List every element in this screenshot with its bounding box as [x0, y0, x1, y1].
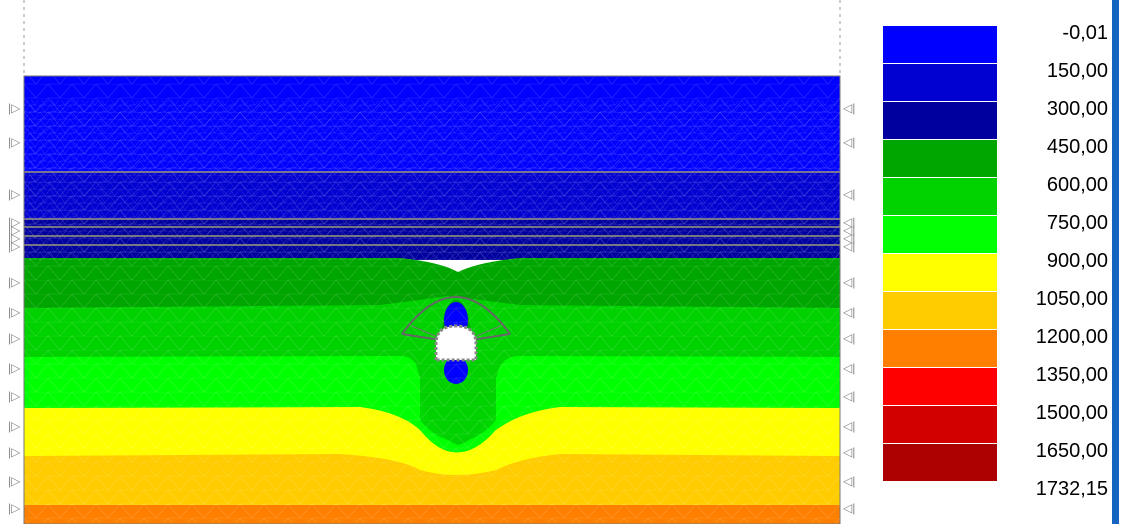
legend-label: 150,00	[1046, 60, 1108, 82]
pin-support-icon: |▷	[8, 275, 21, 289]
legend-swatch	[883, 405, 997, 443]
legend-swatch	[883, 253, 997, 291]
pin-support-icon: |▷	[8, 135, 21, 149]
contour-legend: -0,01 150,00 300,00 450,00 600,00 750,00 900,0…	[880, 22, 1112, 500]
model-viewport[interactable]: |▷ |▷ |▷ |▷ |▷ |▷ |▷ |▷ |▷ |▷ |▷ |▷ |▷ |▷ |▷ |▷ ◁| ◁| ◁| ◁…	[0, 0, 870, 525]
pin-support-icon: |▷	[8, 389, 21, 403]
legend-swatch	[883, 101, 997, 139]
legend-swatch	[883, 25, 997, 63]
pin-support-icon: ◁|	[843, 275, 855, 289]
pin-support-icon: ◁|	[843, 445, 855, 459]
legend-label: 1650,00	[1035, 440, 1108, 462]
pin-support-icon: ◁|	[843, 187, 855, 201]
pin-support-icon: ◁|	[843, 215, 855, 229]
pin-support-icon: ◁|	[843, 361, 855, 375]
pin-support-icon: |▷	[8, 445, 21, 459]
legend-swatch	[883, 329, 997, 367]
pin-support-icon: ◁|	[843, 331, 855, 345]
legend-swatch	[883, 63, 997, 101]
pin-support-icon: |▷	[8, 223, 21, 237]
window-edge-scrollbar[interactable]	[1112, 0, 1119, 524]
pin-support-icon: |▷	[8, 331, 21, 345]
pin-support-icon: ◁|	[843, 501, 855, 515]
pin-support-icon: |▷	[8, 239, 21, 253]
legend-label: 750,00	[1046, 212, 1108, 234]
tunnel-support-arc	[401, 296, 511, 335]
legend-swatch	[883, 139, 997, 177]
legend-swatch	[883, 443, 997, 481]
pin-support-icon: |▷	[8, 361, 21, 375]
pin-support-icon: |▷	[8, 501, 21, 515]
legend-label: 300,00	[1046, 98, 1108, 120]
legend-swatch	[883, 291, 997, 329]
legend-swatch	[883, 367, 997, 405]
pin-support-icon: ◁|	[843, 305, 855, 319]
right-supports: ◁|◁|◁|◁|◁|◁|◁|◁|◁|◁|◁|◁|◁|◁|◁|◁|	[843, 101, 855, 515]
legend-label: 600,00	[1046, 174, 1108, 196]
legend-label: 1732,15	[1035, 478, 1108, 500]
legend-label: 900,00	[1046, 250, 1108, 272]
pin-support-icon: ◁|	[843, 419, 855, 433]
pin-support-icon: |▷	[8, 231, 21, 245]
contour-plot: |▷|▷|▷|▷|▷|▷|▷|▷|▷|▷|▷|▷|▷|▷|▷|▷ ◁|◁|◁|◁…	[8, 0, 855, 525]
legend-label: 1200,00	[1035, 326, 1108, 348]
pin-support-icon: ◁|	[843, 223, 855, 237]
pin-support-icon: ◁|	[843, 389, 855, 403]
pin-support-icon: |▷	[8, 101, 21, 115]
pin-support-icon: |▷	[8, 419, 21, 433]
legend-label: 450,00	[1046, 136, 1108, 158]
pin-support-icon: |▷	[8, 305, 21, 319]
left-supports: |▷|▷|▷|▷|▷|▷|▷|▷|▷|▷|▷|▷|▷|▷|▷|▷	[8, 101, 21, 515]
pin-support-icon: ◁|	[843, 239, 855, 253]
pin-support-icon: ◁|	[843, 474, 855, 488]
tunnel-opening	[434, 324, 478, 362]
pin-support-icon: |▷	[8, 187, 21, 201]
legend-label: 1050,00	[1035, 288, 1108, 310]
pin-support-icon: ◁|	[843, 135, 855, 149]
pin-support-icon: ◁|	[843, 101, 855, 115]
legend-label: -0,01	[1062, 22, 1108, 44]
legend-swatch	[883, 215, 997, 253]
legend-label: 1500,00	[1035, 402, 1108, 424]
pin-support-icon: |▷	[8, 215, 21, 229]
legend-label: 1350,00	[1035, 364, 1108, 386]
pin-support-icon: ◁|	[843, 231, 855, 245]
legend-swatch	[883, 177, 997, 215]
pin-support-icon: |▷	[8, 474, 21, 488]
